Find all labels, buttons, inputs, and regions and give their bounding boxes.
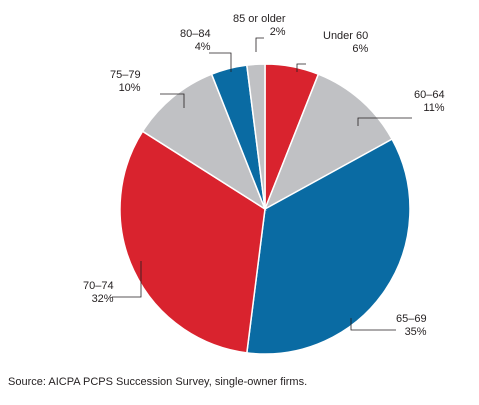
- slice-value-label: 4%: [195, 41, 211, 53]
- leader-line-2: [357, 117, 412, 126]
- leader-line-7: [255, 37, 264, 52]
- pie-slices: [119, 63, 411, 355]
- slice-value-label: 2%: [270, 26, 286, 38]
- slice-category-label: 60–64: [414, 89, 445, 101]
- leader-line-5: [160, 93, 185, 108]
- pie-slice-7: [245, 63, 266, 210]
- slice-category-label: 65–69: [396, 313, 427, 325]
- leader-line-3: [350, 318, 396, 331]
- pie-slice-2: [263, 73, 394, 211]
- slice-category-label: 80–84: [180, 28, 211, 40]
- leader-lines: [112, 37, 412, 331]
- slice-value-label: 35%: [405, 326, 427, 338]
- slice-category-label: Under 60: [323, 30, 368, 42]
- leader-line-4: [112, 261, 142, 298]
- leader-line-1: [296, 63, 306, 72]
- slice-value-label: 10%: [119, 82, 141, 94]
- source-note: Source: AICPA PCPS Succession Survey, si…: [8, 376, 308, 388]
- pie-slice-5: [141, 73, 267, 211]
- slice-value-label: 11%: [423, 102, 444, 114]
- slice-category-label: 75–79: [110, 69, 141, 81]
- slice-value-label: 6%: [352, 43, 368, 55]
- pie-slice-3: [245, 138, 411, 355]
- slice-category-label: 70–74: [83, 280, 114, 292]
- slice-category-label: 85 or older: [233, 13, 286, 25]
- leader-line-6: [209, 52, 232, 72]
- slice-value-label: 32%: [92, 293, 114, 305]
